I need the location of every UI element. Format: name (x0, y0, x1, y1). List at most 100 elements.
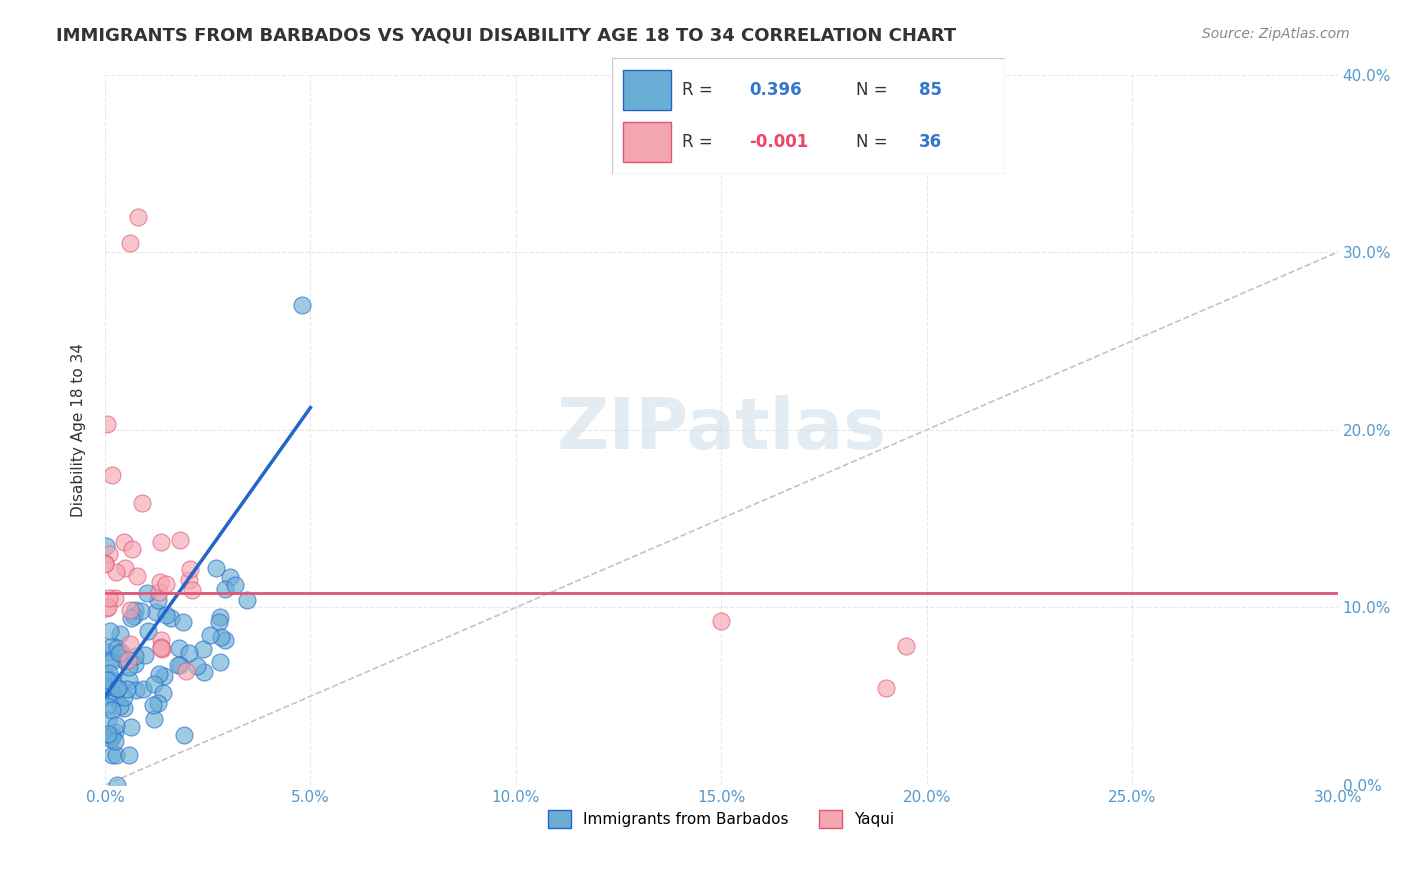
Immigrants from Barbados (142, 712, 165, 726)
Immigrants from Barbados (96, 727, 118, 741)
Immigrants from Barbados (98, 624, 121, 638)
Immigrants from Barbados (118, 747, 141, 762)
Immigrants from Barbados (118, 673, 141, 687)
Yaqui (150, 641, 173, 656)
Immigrants from Barbados (146, 696, 169, 710)
Immigrants from Barbados (120, 611, 142, 625)
Immigrants from Barbados (214, 582, 236, 597)
Yaqui (150, 534, 173, 549)
Yaqui (97, 600, 120, 615)
Immigrants from Barbados (94, 679, 117, 693)
Immigrants from Barbados (177, 647, 200, 661)
Immigrants from Barbados (124, 603, 146, 617)
Immigrants from Barbados (104, 733, 127, 747)
Immigrants from Barbados (136, 624, 159, 639)
Immigrants from Barbados (94, 539, 117, 553)
Immigrants from Barbados (186, 658, 208, 673)
Immigrants from Barbados (101, 673, 124, 687)
Yaqui (179, 562, 201, 576)
Legend: Immigrants from Barbados, Yaqui: Immigrants from Barbados, Yaqui (541, 804, 901, 834)
Immigrants from Barbados (214, 633, 236, 648)
Immigrants from Barbados (110, 645, 132, 659)
Immigrants from Barbados (118, 660, 141, 674)
Immigrants from Barbados (96, 673, 118, 688)
Yaqui (118, 236, 141, 251)
Immigrants from Barbados (155, 608, 177, 623)
Text: -0.001: -0.001 (749, 133, 808, 151)
Yaqui (710, 614, 733, 628)
Immigrants from Barbados (104, 718, 127, 732)
Yaqui (120, 603, 142, 617)
Immigrants from Barbados (108, 646, 131, 660)
Yaqui (174, 664, 197, 678)
Immigrants from Barbados (135, 586, 157, 600)
Immigrants from Barbados (148, 593, 170, 607)
Yaqui (94, 557, 117, 571)
Immigrants from Barbados (100, 656, 122, 670)
Yaqui (104, 591, 127, 605)
Yaqui (131, 496, 153, 510)
Immigrants from Barbados (132, 682, 155, 697)
Immigrants from Barbados (169, 657, 191, 672)
Immigrants from Barbados (98, 653, 121, 667)
FancyBboxPatch shape (612, 58, 1005, 174)
Yaqui (98, 591, 121, 605)
Immigrants from Barbados (160, 611, 183, 625)
Yaqui (149, 575, 172, 590)
Yaqui (150, 633, 173, 648)
Immigrants from Barbados (100, 639, 122, 653)
Immigrants from Barbados (112, 690, 135, 704)
Immigrants from Barbados (148, 667, 170, 681)
Immigrants from Barbados (236, 593, 259, 607)
Immigrants from Barbados (198, 628, 221, 642)
Yaqui (181, 582, 204, 597)
Immigrants from Barbados (96, 645, 118, 659)
Immigrants from Barbados (125, 683, 148, 698)
Immigrants from Barbados (143, 676, 166, 690)
Immigrants from Barbados (117, 682, 139, 697)
Text: Source: ZipAtlas.com: Source: ZipAtlas.com (1202, 27, 1350, 41)
Text: N =: N = (856, 81, 893, 99)
Immigrants from Barbados (218, 569, 240, 583)
Yaqui (114, 560, 136, 574)
Text: R =: R = (682, 81, 718, 99)
Immigrants from Barbados (142, 698, 165, 712)
Immigrants from Barbados (114, 654, 136, 668)
Yaqui (104, 565, 127, 579)
Immigrants from Barbados (167, 641, 190, 656)
Immigrants from Barbados (108, 698, 131, 713)
Immigrants from Barbados (105, 691, 128, 706)
Immigrants from Barbados (100, 747, 122, 762)
Yaqui (148, 585, 170, 599)
Immigrants from Barbados (191, 642, 214, 657)
Immigrants from Barbados (209, 656, 232, 670)
Immigrants from Barbados (124, 648, 146, 663)
Immigrants from Barbados (96, 699, 118, 714)
Yaqui (177, 573, 200, 587)
Immigrants from Barbados (105, 641, 128, 656)
Yaqui (127, 210, 149, 224)
Immigrants from Barbados (129, 604, 152, 618)
Immigrants from Barbados (204, 561, 226, 575)
Yaqui (155, 576, 177, 591)
Yaqui (96, 601, 118, 615)
Immigrants from Barbados (98, 666, 121, 681)
Immigrants from Barbados (105, 682, 128, 697)
Immigrants from Barbados (97, 713, 120, 727)
Immigrants from Barbados (208, 615, 231, 629)
FancyBboxPatch shape (623, 70, 671, 110)
Immigrants from Barbados (100, 689, 122, 703)
Text: 0.396: 0.396 (749, 81, 801, 99)
Immigrants from Barbados (152, 669, 174, 683)
Yaqui (98, 547, 121, 561)
Immigrants from Barbados (193, 665, 215, 679)
Immigrants from Barbados (291, 298, 314, 312)
Immigrants from Barbados (173, 728, 195, 742)
Immigrants from Barbados (97, 672, 120, 686)
Yaqui (94, 556, 117, 570)
Text: ZIPatlas: ZIPatlas (557, 395, 886, 465)
Yaqui (125, 569, 148, 583)
Text: N =: N = (856, 133, 893, 151)
Immigrants from Barbados (107, 681, 129, 696)
Immigrants from Barbados (208, 610, 231, 624)
